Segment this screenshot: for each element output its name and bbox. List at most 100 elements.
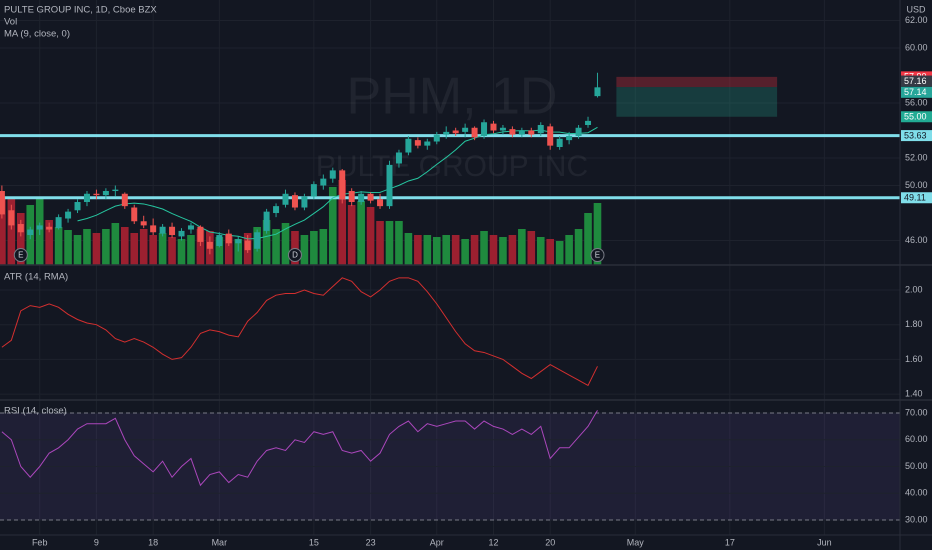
x-tick-label: Apr xyxy=(430,537,444,547)
candle-body xyxy=(471,127,478,138)
candle-body xyxy=(433,134,440,142)
candle-body xyxy=(291,195,298,208)
volume-bar xyxy=(149,235,157,265)
y-tick-label: 62.00 xyxy=(905,15,928,25)
candle-body xyxy=(244,240,251,251)
volume-bar xyxy=(319,229,328,265)
candle-body xyxy=(169,226,176,236)
candle-body xyxy=(187,225,194,230)
candle-body xyxy=(320,178,327,186)
event-label: E xyxy=(18,251,23,260)
volume-bar xyxy=(470,235,479,265)
candle-body xyxy=(121,193,128,207)
candle-body xyxy=(225,233,232,244)
candle-body xyxy=(585,120,592,126)
candle-body xyxy=(55,217,62,229)
candle-body xyxy=(509,129,516,135)
volume-bar xyxy=(385,221,394,265)
candle-body xyxy=(0,191,5,215)
candle-body xyxy=(140,221,147,226)
candle-body xyxy=(310,184,317,197)
candle-body xyxy=(594,87,601,97)
entry-label: 57.16 xyxy=(904,76,927,86)
candle-body xyxy=(528,130,535,135)
volume-bar xyxy=(347,205,356,265)
volume-bar xyxy=(593,203,602,265)
volume-bar xyxy=(395,221,403,265)
volume-bar xyxy=(7,199,16,265)
volume-bar xyxy=(480,231,488,265)
candle-body xyxy=(65,211,72,219)
y-tick-label: 60.00 xyxy=(905,42,928,52)
candle-body xyxy=(74,202,81,211)
target-label-bg xyxy=(901,111,932,123)
volume-bar xyxy=(574,229,583,265)
volume-bar xyxy=(357,201,365,265)
x-tick-label: 17 xyxy=(725,537,735,547)
watermark-subtitle: PULTE GROUP INC xyxy=(316,150,588,183)
volume-bar xyxy=(461,239,469,265)
volume-bar xyxy=(518,229,526,265)
x-tick-label: 20 xyxy=(545,537,555,547)
volume-bar xyxy=(366,207,375,265)
target-label: 55.00 xyxy=(904,112,927,122)
candle-body xyxy=(339,170,346,200)
candle-body xyxy=(358,193,365,203)
candle-body xyxy=(405,138,412,153)
volume-bar xyxy=(508,235,517,265)
volume-bar xyxy=(536,237,545,265)
candle-body xyxy=(575,127,582,137)
y-tick-label: 1.60 xyxy=(905,354,923,364)
volume-bar xyxy=(414,235,422,265)
y-tick-label: 50.00 xyxy=(905,180,928,190)
x-tick-label: Mar xyxy=(212,537,228,547)
currency-label: USD xyxy=(906,4,926,14)
volume-bar xyxy=(291,231,299,265)
x-tick-label: Jun xyxy=(817,537,832,547)
candle-body xyxy=(178,230,185,237)
candle-body xyxy=(499,127,506,131)
y-tick-label: 40.00 xyxy=(905,488,928,498)
y-tick-label: 1.40 xyxy=(905,388,923,398)
volume-bar xyxy=(451,235,460,265)
volume-bar xyxy=(272,229,280,265)
volume-bar xyxy=(120,227,129,265)
volume-bar xyxy=(281,223,290,265)
volume-bar xyxy=(565,235,573,265)
candle-body xyxy=(537,125,544,134)
y-tick-label: 70.00 xyxy=(905,407,928,417)
event-marker xyxy=(287,248,302,262)
hline-label-bg xyxy=(901,192,932,204)
candle-body xyxy=(83,193,90,203)
candle-body xyxy=(93,193,100,196)
volume-bar xyxy=(328,187,337,265)
chart-title: PULTE GROUP INC, 1D, Cboe BZX xyxy=(4,5,157,16)
x-tick-label: May xyxy=(627,537,645,547)
volume-bar xyxy=(300,235,309,265)
candle-body xyxy=(348,191,355,203)
volume-bar xyxy=(423,235,432,265)
candle-body xyxy=(206,241,213,249)
volume-bar xyxy=(584,213,592,265)
candle-body xyxy=(150,225,157,233)
last-price-label-bg xyxy=(901,86,932,98)
x-tick-label: Feb xyxy=(32,537,48,547)
volume-bar xyxy=(234,239,243,265)
candle-body xyxy=(263,211,270,231)
volume-bar xyxy=(432,237,441,265)
volume-bar xyxy=(73,235,82,265)
x-tick-label: 12 xyxy=(488,537,498,547)
volume-bar xyxy=(54,227,63,265)
y-tick-label: 30.00 xyxy=(905,514,928,524)
event-marker xyxy=(13,248,28,262)
volume-bar xyxy=(196,229,205,265)
event-marker xyxy=(590,248,605,262)
volume-bar xyxy=(546,239,555,265)
volume-bar xyxy=(16,213,25,265)
hline-label: 49.11 xyxy=(904,193,926,203)
candle-body xyxy=(556,138,563,148)
volume-bar xyxy=(168,237,176,265)
candle-body xyxy=(481,122,488,137)
